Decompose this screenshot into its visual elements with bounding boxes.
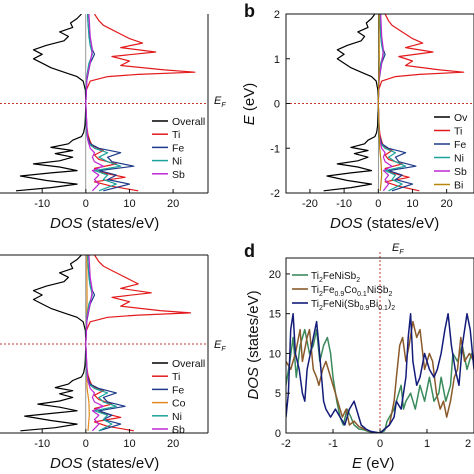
panel-d-x-label: E (eV) bbox=[352, 455, 395, 472]
panel-b-legend-label-ti: Ti bbox=[454, 126, 462, 138]
panel-c-series-sb bbox=[85, 255, 104, 432]
panel-b-x-tick-label: 0 bbox=[375, 198, 381, 210]
panel-d-y-tick-label: 20 bbox=[269, 269, 281, 281]
panel-c-series-co bbox=[85, 255, 90, 431]
panel-c-x-tick-label: 0 bbox=[83, 438, 89, 450]
panel-d-x-tick-label: 0 bbox=[377, 438, 383, 450]
panel-a-x-tick-label: 10 bbox=[123, 198, 135, 210]
panel-b-y-tick-label: 1 bbox=[274, 54, 280, 66]
panel-a-ef-label: EF bbox=[214, 95, 226, 109]
panel-d-series-ti2feni-sb0-9bi0-1-2 bbox=[286, 312, 474, 433]
panel-c-legend-label-ti: Ti bbox=[172, 371, 180, 383]
panel-d-x-tick-label: 2 bbox=[465, 438, 471, 450]
panel-b-x-label: DOS (states/eV) bbox=[330, 215, 439, 232]
panel-d-y-tick-label: 5 bbox=[275, 388, 281, 400]
panel-b-legend-label-ni: Ni bbox=[454, 153, 464, 165]
panel-a-legend-label-ti: Ti bbox=[172, 129, 180, 141]
panel-b-series-ti bbox=[377, 14, 465, 192]
panel-c-x-tick-label: -10 bbox=[34, 438, 50, 450]
panel-c-legend-label-sb: Sb bbox=[172, 424, 185, 436]
panel-b-x-tick-label: 20 bbox=[441, 198, 453, 210]
panel-d-y-label: DOS (states/eV) bbox=[245, 290, 262, 399]
panel-d-label: d bbox=[244, 241, 255, 261]
panel-a-legend-label-fe: Fe bbox=[172, 142, 184, 154]
panel-a-legend-label-overall: Overall bbox=[172, 116, 205, 128]
panel-d-y-tick-label: 10 bbox=[269, 348, 281, 360]
panel-b-y-tick-label: 2 bbox=[274, 9, 280, 21]
panel-a-x-tick-label: 20 bbox=[167, 198, 179, 210]
panel-b-legend-label-ov: Ov bbox=[454, 112, 468, 124]
panel-d-x-tick-label: 1 bbox=[424, 438, 430, 450]
panel-a-x-label: DOS (states/eV) bbox=[50, 215, 159, 232]
panel-b-legend-label-bi: Bi bbox=[454, 180, 463, 192]
panel-b-x-tick-label: -20 bbox=[302, 198, 318, 210]
panel-d-y-tick-label: 0 bbox=[275, 428, 281, 440]
panel-a-series-fe bbox=[85, 14, 135, 192]
panel-c-legend-label-overall: Overall bbox=[172, 358, 205, 370]
panel-a-series-ni bbox=[85, 14, 122, 192]
panel-d: d EF -2 -1 0 1 2 0 5 10 15 20 DOS (states/eV) E … bbox=[244, 241, 474, 472]
panel-c-series-fe bbox=[85, 255, 126, 432]
panel-d-legend-label-ti2feni-sb0-9bi0-1-2: Ti2FeNi(Sb0.9Bi0.1)2 bbox=[311, 299, 395, 312]
panel-d-ef-label: EF bbox=[392, 242, 404, 256]
panel-b-series-sb bbox=[377, 14, 393, 192]
panel-b-y-label: E (eV) bbox=[241, 83, 258, 126]
panel-b-x-tick-label: 10 bbox=[406, 198, 418, 210]
panel-c-legend-label-ni: Ni bbox=[172, 411, 182, 423]
panel-d-y-tick-label: 15 bbox=[269, 309, 281, 321]
panel-a-series-sb bbox=[85, 14, 104, 192]
panel-c-series-overall bbox=[20, 255, 87, 432]
panel-b-series-bi bbox=[377, 14, 383, 191]
panel-b-x-tick-label: -10 bbox=[336, 198, 352, 210]
panel-c-series-ni bbox=[85, 255, 118, 432]
panel-c-legend-label-co: Co bbox=[172, 398, 186, 410]
panel-b-series-fe bbox=[377, 14, 417, 192]
panel-a-series-overall bbox=[15, 14, 87, 192]
panel-d-x-tick-label: -2 bbox=[281, 438, 291, 450]
panel-b-y-tick-label: -1 bbox=[270, 143, 280, 155]
panel-a-x-tick-label: -10 bbox=[34, 198, 50, 210]
panel-d-legend-label-ti2fe0-9co0-1nisb2: Ti2Fe0.9Co0.1NiSb2 bbox=[311, 285, 393, 298]
panel-c-legend-label-fe: Fe bbox=[172, 384, 184, 396]
panel-c-x-label: DOS (states/eV) bbox=[50, 455, 159, 472]
panel-d-legend-label-ti2fenisb2: Ti2FeNiSb2 bbox=[311, 271, 360, 284]
panel-d-series-ti2fenisb2 bbox=[286, 328, 474, 433]
panel-b-y-tick-label: -2 bbox=[270, 188, 280, 200]
panel-a-legend-label-ni: Ni bbox=[172, 156, 182, 168]
panel-b-legend-label-sb: Sb bbox=[454, 166, 467, 178]
panel-c-x-tick-label: 10 bbox=[123, 438, 135, 450]
panel-a-x-tick-label: 0 bbox=[83, 198, 89, 210]
panel-b-legend-label-fe: Fe bbox=[454, 139, 466, 151]
panel-b-series-ov bbox=[323, 14, 379, 192]
panel-b-y-tick-label: 0 bbox=[274, 99, 280, 111]
panel-c-ef-label: EF bbox=[214, 339, 226, 353]
panel-d-x-tick-label: -1 bbox=[328, 438, 338, 450]
panel-a-legend-label-sb: Sb bbox=[172, 169, 185, 181]
panel-b-label: b bbox=[244, 1, 255, 21]
panel-c-x-tick-label: 20 bbox=[167, 438, 179, 450]
